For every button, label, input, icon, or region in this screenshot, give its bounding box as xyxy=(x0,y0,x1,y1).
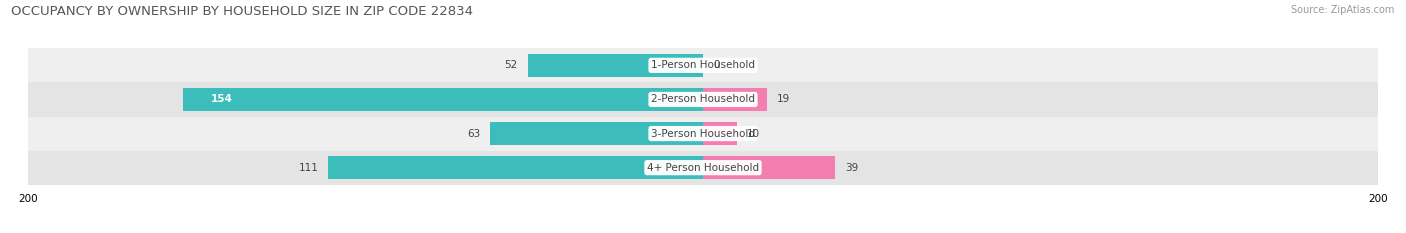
Text: 154: 154 xyxy=(211,94,232,104)
Text: 52: 52 xyxy=(505,60,517,70)
Text: 111: 111 xyxy=(298,163,318,173)
Bar xyxy=(329,156,703,179)
Bar xyxy=(703,122,737,145)
Bar xyxy=(527,54,703,77)
Bar xyxy=(183,88,703,111)
Text: 2-Person Household: 2-Person Household xyxy=(651,94,755,104)
Text: 63: 63 xyxy=(467,129,481,139)
Bar xyxy=(491,122,703,145)
Text: Source: ZipAtlas.com: Source: ZipAtlas.com xyxy=(1291,5,1395,15)
Bar xyxy=(28,82,1378,116)
Bar xyxy=(28,116,1378,151)
Text: 3-Person Household: 3-Person Household xyxy=(651,129,755,139)
Bar xyxy=(703,156,835,179)
Text: 39: 39 xyxy=(845,163,858,173)
Text: OCCUPANCY BY OWNERSHIP BY HOUSEHOLD SIZE IN ZIP CODE 22834: OCCUPANCY BY OWNERSHIP BY HOUSEHOLD SIZE… xyxy=(11,5,474,18)
Text: 0: 0 xyxy=(713,60,720,70)
Text: 1-Person Household: 1-Person Household xyxy=(651,60,755,70)
Text: 19: 19 xyxy=(778,94,790,104)
Text: 10: 10 xyxy=(747,129,761,139)
Bar xyxy=(28,151,1378,185)
Text: 4+ Person Household: 4+ Person Household xyxy=(647,163,759,173)
Bar xyxy=(703,88,768,111)
Bar xyxy=(28,48,1378,82)
